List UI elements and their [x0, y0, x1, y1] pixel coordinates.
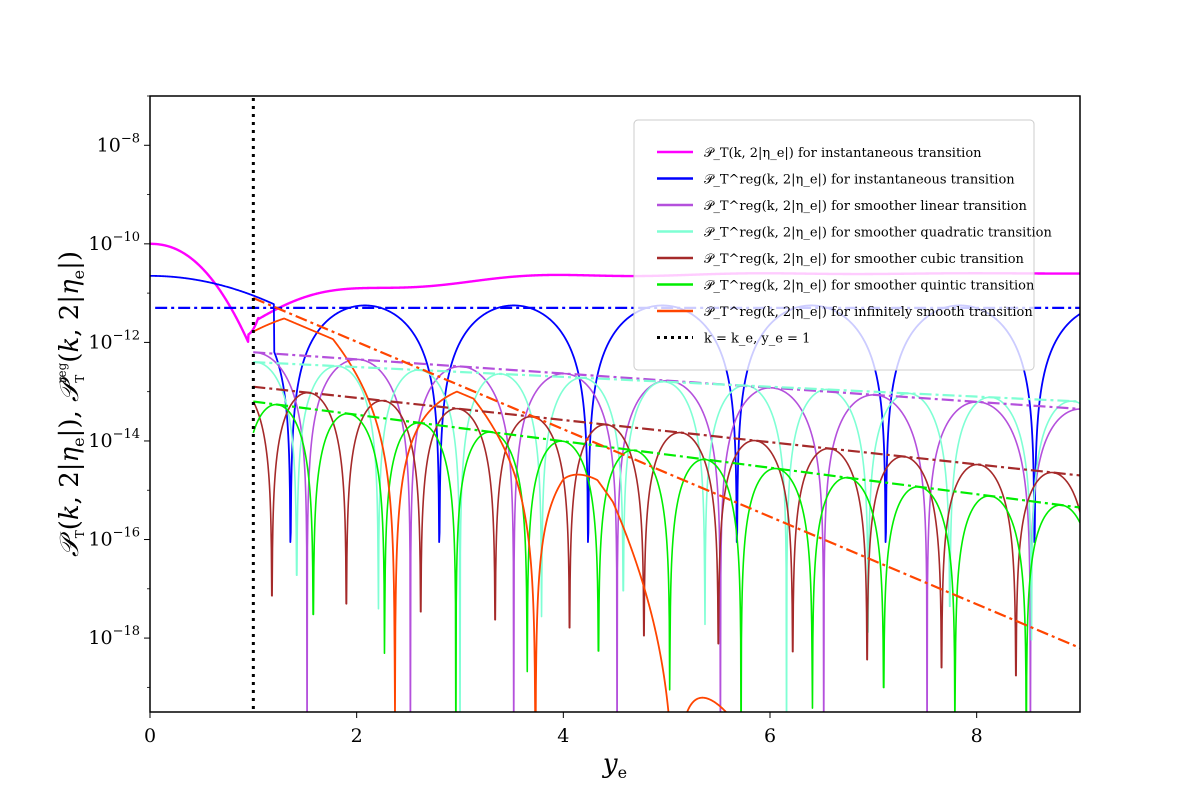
y-tick-label: 10−18 [88, 624, 140, 649]
legend-box [633, 119, 1035, 371]
series-cubic-curve [252, 391, 1080, 677]
envelope-line [252, 297, 1080, 649]
y-axis: 10−8 10−10 10−12 10−14 10−16 10−18 [88, 95, 150, 688]
x-tick-label: 0 [144, 725, 156, 747]
envelope-layer [155, 297, 1080, 649]
series-infinitely-smooth-curve [252, 317, 728, 712]
legend-item-label: 𝒫_T^reg(k, 2|η_e|) for instantaneous tra… [704, 173, 1015, 188]
y-tick-label: 10−14 [88, 427, 140, 452]
series-quintic-curve [252, 403, 1080, 712]
envelope-line [253, 385, 1080, 477]
x-axis: 0 2 4 6 8 [144, 712, 983, 747]
y-tick-label: 10−16 [88, 526, 140, 551]
legend-item-label: 𝒫_T^reg(k, 2|η_e|) for smoother quadrati… [704, 226, 1052, 241]
legend-item-label: k = k_e, y_e = 1 [704, 332, 810, 347]
legend-item-label: 𝒫_T^reg(k, 2|η_e|) for infinitely smooth… [704, 305, 1033, 320]
envelope-line [253, 400, 1080, 509]
envelope-line [253, 351, 1080, 411]
y-axis-label: 𝒫T(k, 2|ηe|), 𝒫reg T(k, 2|ηe|) [55, 251, 88, 557]
legend-item-label: 𝒫_T^reg(k, 2|η_e|) for smoother linear t… [704, 199, 1027, 214]
legend-item-label: 𝒫_T^reg(k, 2|η_e|) for smoother cubic tr… [704, 252, 1025, 267]
x-tick-label: 8 [971, 725, 983, 747]
x-tick-label: 6 [764, 725, 776, 747]
legend-item-label: 𝒫_T(k, 2|η_e|) for instantaneous transit… [704, 146, 982, 161]
legend: 𝒫_T(k, 2|η_e|) for instantaneous transit… [633, 119, 1052, 371]
y-tick-label: 10−10 [88, 230, 140, 255]
x-tick-label: 2 [351, 725, 363, 747]
plot-frame [149, 95, 1081, 713]
x-tick-label: 4 [557, 725, 569, 747]
x-axis-label: ye [602, 749, 627, 782]
y-tick-label: 10−12 [88, 328, 140, 353]
y-tick-label: 10−8 [97, 131, 140, 156]
legend-item-label: 𝒫_T^reg(k, 2|η_e|) for smoother quintic … [704, 279, 1035, 294]
